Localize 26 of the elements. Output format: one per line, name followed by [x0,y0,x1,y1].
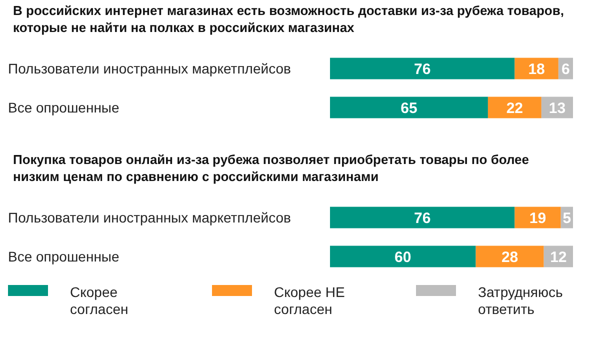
bar [476,246,544,268]
y-tick-label: Пользователи иностранных маркетплейсов [8,60,291,77]
data-label: 12 [550,248,567,266]
data-label: 28 [501,248,518,266]
y-tick-label: Все опрошенные [8,248,120,265]
data-label: 76 [414,60,431,78]
y-tick-label: Все опрошенные [8,100,120,116]
legend-label: Затрудняюсь ответить [478,284,563,317]
data-label: 19 [529,210,546,227]
bar [330,58,515,80]
data-label: 65 [400,100,418,117]
data-label: 60 [394,248,412,266]
bar [330,96,488,118]
data-label: 5 [562,210,572,227]
data-label: 18 [528,60,545,78]
data-label: 13 [548,100,566,117]
data-label: 76 [414,210,431,227]
bar [330,246,476,268]
data-label: 22 [506,100,524,117]
legend-label: Скорее согласен [70,284,128,317]
chart-title: В российских интернет магазинах есть возможность доставки из-за рубежа товаров, которые не найти на полках в российских магазинах [13,3,564,35]
chart-title: Покупка товаров онлайн из-за рубежа позволяет приобретать товары по более низким ценам по сравнению с российскими магазинами [13,152,530,184]
data-label: 6 [562,60,570,78]
bar [330,206,515,228]
y-tick-label: Пользователи иностранных маркетплейсов [8,210,291,226]
legend-label: Скорее НЕ согласен [274,284,345,317]
